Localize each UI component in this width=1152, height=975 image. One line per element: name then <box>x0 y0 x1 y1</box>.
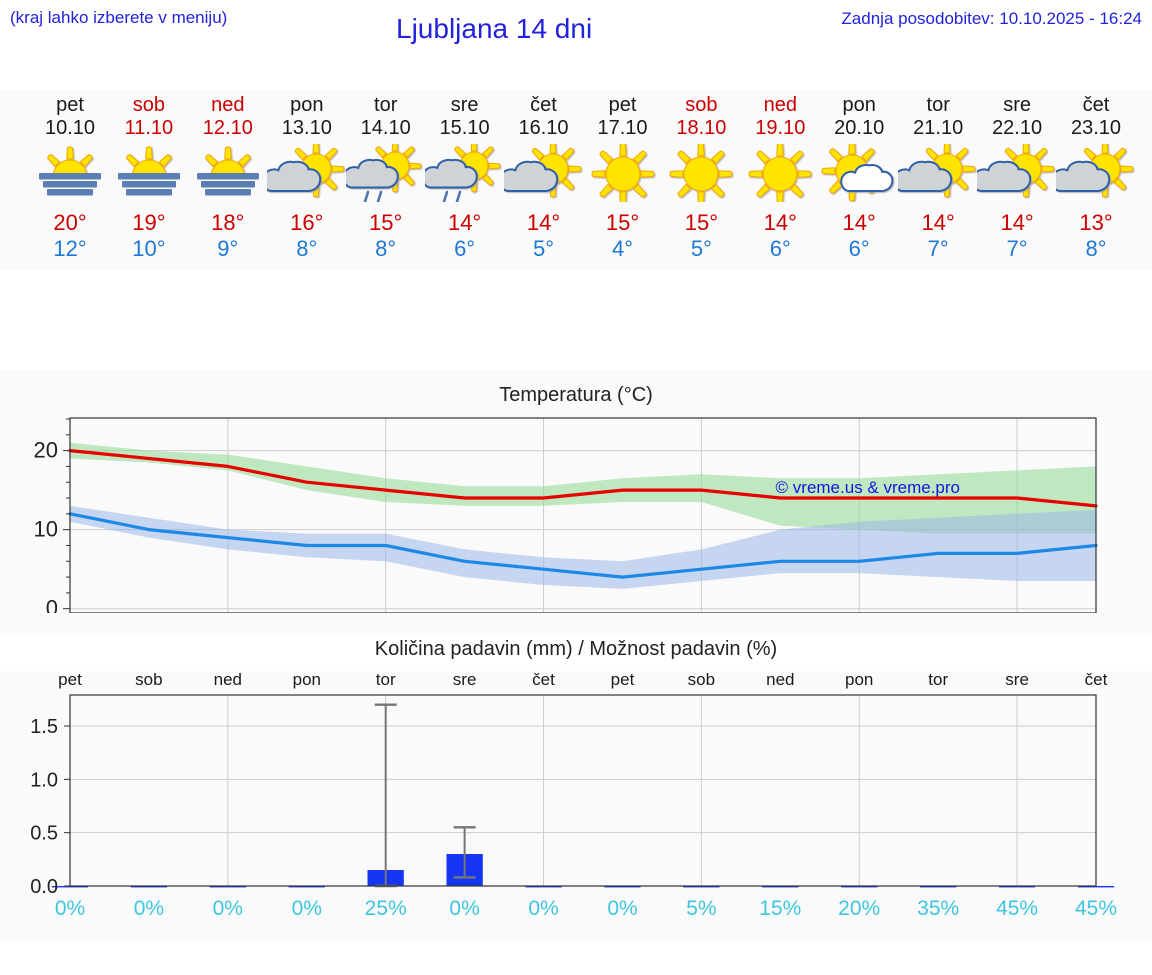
svg-text:1.5: 1.5 <box>30 716 58 738</box>
svg-text:0.0: 0.0 <box>30 876 58 897</box>
svg-text:0: 0 <box>46 596 58 613</box>
svg-text:10: 10 <box>34 517 58 542</box>
svg-text:1.0: 1.0 <box>30 769 58 791</box>
svg-text:0.5: 0.5 <box>30 823 58 845</box>
svg-text:© vreme.us & vreme.pro: © vreme.us & vreme.pro <box>776 478 960 497</box>
svg-text:20: 20 <box>34 438 58 463</box>
